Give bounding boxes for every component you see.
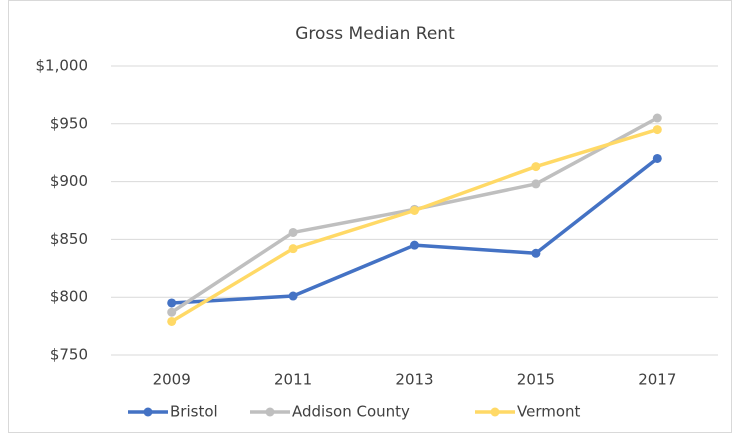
data-point — [288, 291, 298, 301]
data-point — [531, 248, 541, 258]
y-tick-label: $900 — [50, 172, 88, 190]
data-point — [652, 113, 662, 123]
data-point — [410, 206, 419, 215]
y-tick-label: $850 — [50, 230, 88, 248]
legend-marker — [490, 407, 500, 417]
data-point — [167, 307, 177, 317]
data-point — [288, 227, 298, 237]
x-tick-label: 2015 — [517, 371, 555, 389]
data-point — [288, 244, 298, 254]
x-tick-label: 2009 — [153, 371, 191, 389]
y-tick-label: $750 — [50, 346, 88, 364]
y-tick-label: $1,000 — [36, 57, 89, 75]
data-point — [167, 316, 177, 326]
data-point — [410, 240, 419, 250]
x-tick-label: 2017 — [638, 371, 676, 389]
data-point — [531, 162, 541, 172]
data-point — [167, 298, 177, 308]
x-tick-label: 2011 — [274, 371, 312, 389]
y-tick-label: $800 — [50, 288, 88, 306]
chart-title: Gross Median Rent — [295, 24, 455, 44]
legend-label: Addison County — [292, 403, 410, 421]
legend-label: Vermont — [517, 403, 581, 421]
x-tick-label: 2013 — [395, 371, 433, 389]
data-point — [652, 153, 662, 163]
data-point — [531, 179, 541, 189]
legend-label: Bristol — [170, 403, 218, 421]
y-tick-label: $950 — [50, 114, 88, 132]
legend-marker — [265, 407, 275, 417]
legend-marker — [143, 407, 153, 417]
data-point — [652, 125, 662, 135]
